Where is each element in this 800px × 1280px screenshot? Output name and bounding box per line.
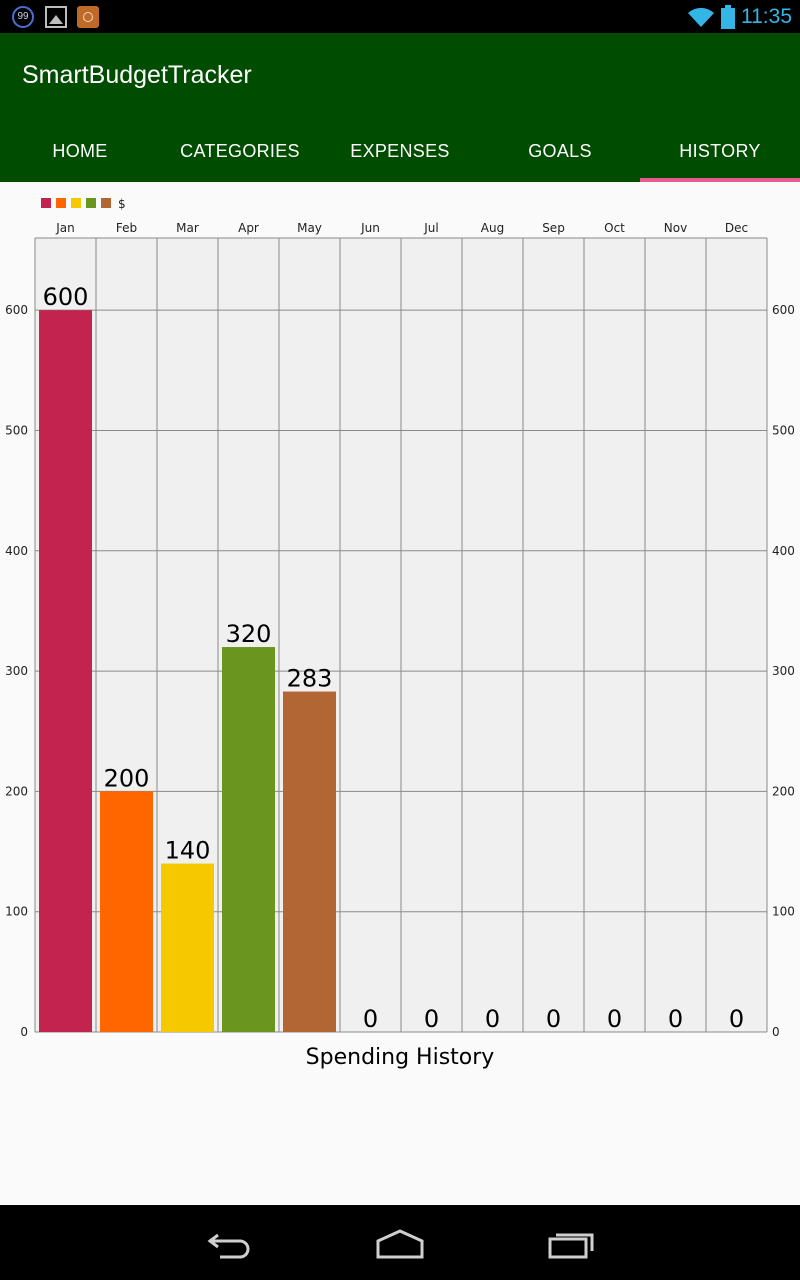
y-tick-label-right: 400	[772, 544, 795, 558]
chart-value-labels: 600 200 140 320 283 0 0 0 0 0 0 0	[43, 283, 745, 1033]
value-label-nov: 0	[668, 1005, 683, 1033]
value-label-sep: 0	[546, 1005, 561, 1033]
y-tick-label-right: 200	[772, 784, 795, 798]
x-tick-label: Oct	[604, 221, 625, 235]
bar-feb	[100, 791, 153, 1032]
x-tick-label: Aug	[481, 221, 504, 235]
legend-swatch	[41, 198, 51, 208]
legend-swatch	[86, 198, 96, 208]
gallery-icon	[45, 6, 67, 28]
tab-bar: HOME CATEGORIES EXPENSES GOALS HISTORY	[0, 121, 800, 182]
value-label-jan: 600	[43, 283, 89, 311]
clock: 11:35	[741, 5, 792, 28]
status-bar: 99 11:35	[0, 0, 800, 33]
value-label-jun: 0	[363, 1005, 378, 1033]
x-tick-label: Apr	[238, 221, 259, 235]
chart-bars	[39, 310, 336, 1032]
chart-legend: $	[41, 197, 126, 211]
value-label-may: 283	[287, 665, 333, 693]
y-tick-label-right: 100	[772, 905, 795, 919]
y-tick-label-right: 0	[772, 1025, 780, 1039]
notification-99-icon: 99	[12, 6, 34, 28]
bar-may	[283, 691, 336, 1032]
tab-home[interactable]: HOME	[52, 141, 108, 161]
x-tick-label: Jul	[423, 221, 438, 235]
x-tick-label: Mar	[176, 221, 199, 235]
y-tick-label-left: 500	[5, 423, 28, 437]
value-label-dec: 0	[729, 1005, 744, 1033]
battery-icon	[721, 5, 735, 29]
tab-categories[interactable]: CATEGORIES	[180, 141, 300, 161]
x-tick-label: Feb	[116, 221, 137, 235]
legend-swatch	[56, 198, 66, 208]
y-axis-left-labels: 0 100 200 300 400 500 600	[5, 303, 28, 1039]
history-content: $ Jan Feb Mar Apr May Jun Jul Aug Sep Oct Nov Dec 0…	[0, 182, 800, 1205]
y-tick-label-left: 200	[5, 784, 28, 798]
value-label-jul: 0	[424, 1005, 439, 1033]
x-tick-label: Jan	[55, 221, 75, 235]
x-tick-label: Jun	[360, 221, 380, 235]
chart-title: Spending History	[306, 1045, 495, 1070]
tab-goals[interactable]: GOALS	[528, 141, 592, 161]
bar-jan	[39, 310, 92, 1032]
y-tick-label-left: 600	[5, 303, 28, 317]
legend-swatch	[101, 198, 111, 208]
home-icon[interactable]	[370, 1223, 430, 1263]
x-tick-label: Dec	[725, 221, 748, 235]
navigation-bar	[0, 1205, 800, 1280]
legend-label: $	[118, 197, 126, 211]
x-tick-label: May	[297, 221, 322, 235]
x-tick-label: Sep	[542, 221, 565, 235]
wifi-icon	[688, 7, 714, 28]
spending-history-chart: $ Jan Feb Mar Apr May Jun Jul Aug Sep Oct Nov Dec 0…	[5, 197, 795, 1070]
x-axis-labels: Jan Feb Mar Apr May Jun Jul Aug Sep Oct Nov Dec	[55, 221, 748, 235]
y-tick-label-left: 400	[5, 544, 28, 558]
legend-swatch	[71, 198, 81, 208]
bar-apr	[222, 647, 275, 1032]
value-label-feb: 200	[104, 764, 150, 792]
y-tick-label-left: 100	[5, 905, 28, 919]
app-notification-icon	[77, 6, 99, 28]
back-icon[interactable]	[200, 1223, 260, 1263]
y-tick-label-right: 300	[772, 664, 795, 678]
x-tick-label: Nov	[664, 221, 687, 235]
value-label-mar: 140	[165, 837, 211, 865]
app-bar: SmartBudgetTracker HOME CATEGORIES EXPEN…	[0, 33, 800, 182]
y-tick-label-left: 0	[20, 1025, 28, 1039]
value-label-apr: 320	[226, 620, 272, 648]
y-axis-right-labels: 0 100 200 300 400 500 600	[772, 303, 795, 1039]
y-tick-label-right: 600	[772, 303, 795, 317]
value-label-oct: 0	[607, 1005, 622, 1033]
app-title: SmartBudgetTracker	[22, 61, 252, 89]
y-tick-label-right: 500	[772, 423, 795, 437]
tab-expenses[interactable]: EXPENSES	[350, 141, 450, 161]
y-tick-label-left: 300	[5, 664, 28, 678]
bar-mar	[161, 863, 214, 1032]
chart-grid	[34, 237, 768, 1033]
value-label-aug: 0	[485, 1005, 500, 1033]
tab-history[interactable]: HISTORY	[640, 121, 800, 182]
recents-icon[interactable]	[542, 1223, 602, 1263]
